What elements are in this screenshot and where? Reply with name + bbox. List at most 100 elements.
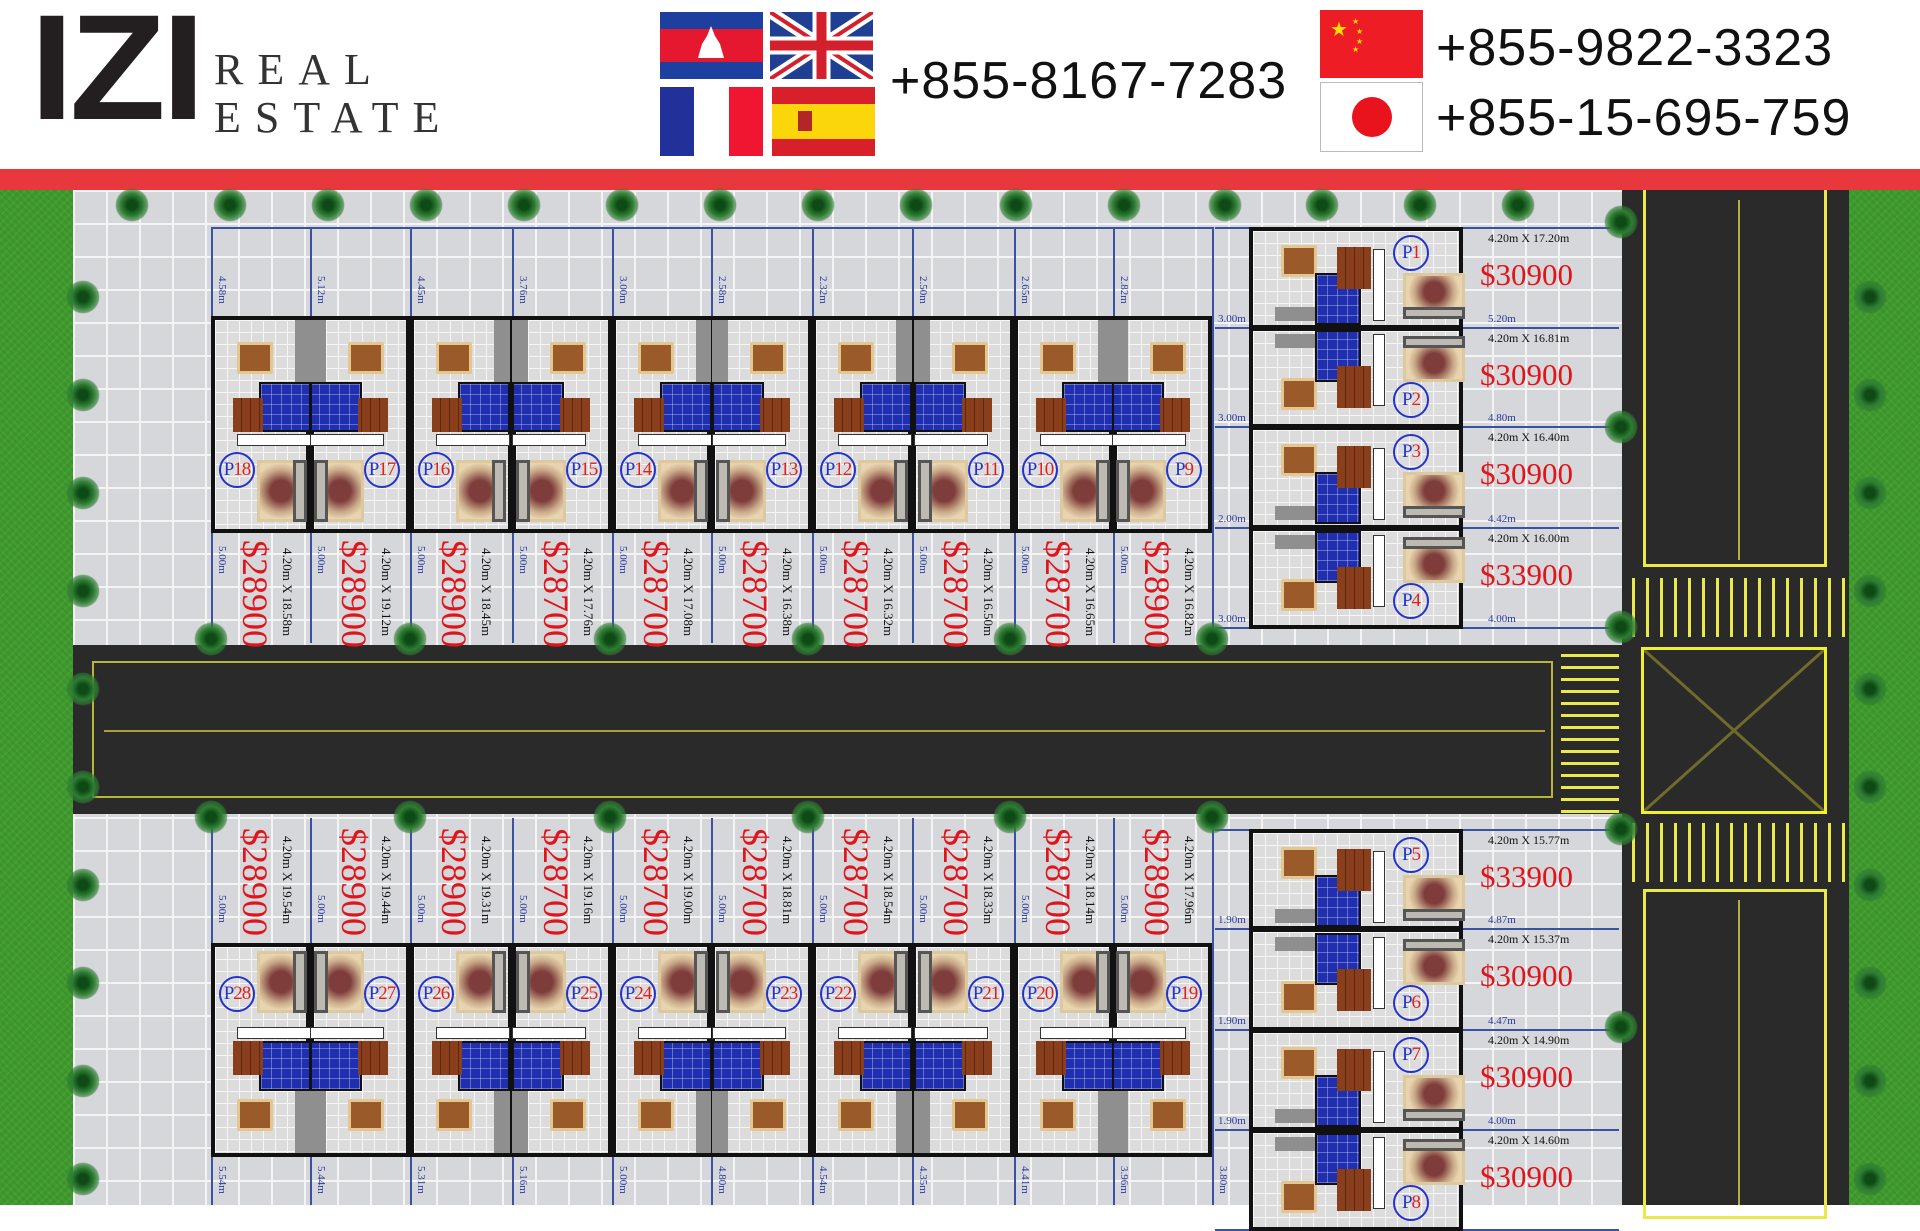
plot-id: P7 [1393,1037,1429,1073]
house-plot-P12[interactable] [812,316,912,533]
plot-size: 4.20m X 19.54m [280,836,295,925]
house-plot-P10[interactable] [1014,316,1114,533]
house-plot-P16[interactable] [410,316,512,533]
plot-id-badge[interactable]: P4 [1393,583,1429,619]
house-plot-P6[interactable] [1249,928,1465,1031]
plot-id-badge[interactable]: P15 [566,452,602,488]
plot-id-badge[interactable]: P19 [1166,976,1202,1012]
palm-tree-icon [507,188,541,222]
partition-wall [1040,1027,1114,1039]
house-plot-P17[interactable] [310,316,410,533]
palm-tree-icon [1853,280,1887,314]
plot-id-badge[interactable]: P2 [1393,382,1429,418]
plot-id-badge[interactable]: P20 [1022,976,1058,1012]
house-plot-P8[interactable] [1249,1129,1465,1231]
bathroom [1112,382,1164,432]
palm-tree-icon [393,622,427,656]
road-center-line-south [1738,900,1740,1205]
palm-tree-icon [1604,205,1638,239]
kitchen-counter [512,1091,528,1153]
plot-id-badge[interactable]: P14 [620,452,656,488]
svg-text:★: ★ [1356,27,1363,36]
kitchen-counter [494,1091,510,1153]
floor-plan [616,320,712,529]
plot-id-badge[interactable]: P24 [620,976,656,1012]
plot-id-badge[interactable]: P17 [364,452,400,488]
sofa [293,951,307,1013]
kitchen-counter [712,1091,728,1153]
house-plot-P3[interactable] [1249,426,1465,529]
plot-id-badge[interactable]: P21 [968,976,1004,1012]
plot-id-badge[interactable]: P13 [766,452,802,488]
plot-id-badge[interactable]: P18 [219,452,255,488]
plot-id-badge[interactable]: P10 [1022,452,1058,488]
phone-main[interactable]: +855-8167-7283 [890,52,1288,110]
staircase [1160,398,1190,432]
dining-table [1281,847,1317,879]
house-plot-P7[interactable] [1249,1029,1465,1131]
house-plot-P9[interactable] [1112,316,1212,533]
staircase [1337,567,1371,609]
plot-id-badge[interactable]: P25 [566,976,602,1012]
house-plot-P13[interactable] [711,316,812,533]
back-width-label: 5.16m [517,1166,529,1194]
floor-plan [310,320,406,529]
crosswalk-stripe [1660,823,1663,882]
floor-plan [1253,231,1465,325]
bathroom [860,1041,912,1091]
house-plot-P15[interactable] [512,316,612,533]
crosswalk-stripe [1786,823,1789,882]
staircase [358,398,388,432]
plot-id-badge[interactable]: P22 [820,976,856,1012]
plot-id-badge[interactable]: P7 [1393,1037,1429,1073]
house-plot-P1[interactable] [1249,227,1465,329]
road-lane-box-south [1643,889,1827,1219]
plot-id-badge[interactable]: P12 [820,452,856,488]
house-plot-P2[interactable] [1249,327,1465,428]
house-plot-P11[interactable] [912,316,1014,533]
partition-wall [1373,448,1385,520]
plot-id-badge[interactable]: P27 [364,976,400,1012]
palm-tree-icon [1853,574,1887,608]
plot-id-badge[interactable]: P3 [1393,434,1429,470]
plot-price: $28900 [235,540,275,648]
logo-mark: IZI [30,0,205,151]
plot-id: P22 [820,976,856,1012]
crosswalk-stripe [1561,774,1619,777]
plot-width-label: 4.00m [1488,613,1516,625]
plot-id-badge[interactable]: P1 [1393,235,1429,271]
back-width-label: 2.32m [817,276,829,304]
plot-id-badge[interactable]: P9 [1166,452,1202,488]
crosswalk-stripe [1800,823,1803,882]
phone-japan[interactable]: +855-15-695-759 [1436,89,1852,147]
plot-id-badge[interactable]: P28 [219,976,255,1012]
plot-id-badge[interactable]: P6 [1393,985,1429,1021]
dining-table [952,342,988,374]
plot-id-badge[interactable]: P8 [1393,1185,1429,1221]
plot-size: 4.20m X 18.45m [479,548,494,637]
plot-id: P21 [968,976,1004,1012]
plot-id-badge[interactable]: P26 [418,976,454,1012]
phone-china[interactable]: +855-9822-3323 [1436,19,1834,77]
house-plot-P4[interactable] [1249,527,1465,629]
house-plot-P14[interactable] [612,316,712,533]
sofa [694,951,708,1013]
house-plot-P18[interactable] [211,316,311,533]
palm-tree-icon [1853,1064,1887,1098]
house-plot-P5[interactable] [1249,829,1465,930]
floor-plan [1253,833,1465,927]
plot-size: 4.20m X 16.50m [981,548,996,637]
bathroom [458,382,510,432]
dining-table [436,342,472,374]
palm-tree-icon [393,800,427,834]
kitchen-counter [1098,320,1114,382]
sofa [1403,307,1465,319]
palm-tree-icon [1195,800,1229,834]
bathroom [914,1041,966,1091]
plot-id-badge[interactable]: P11 [968,452,1004,488]
plot-id-badge[interactable]: P23 [766,976,802,1012]
plot-id-badge[interactable]: P16 [418,452,454,488]
plot-price: $28900 [434,540,474,648]
plot-boundary-line [1212,227,1214,643]
plot-id-badge[interactable]: P5 [1393,837,1429,873]
